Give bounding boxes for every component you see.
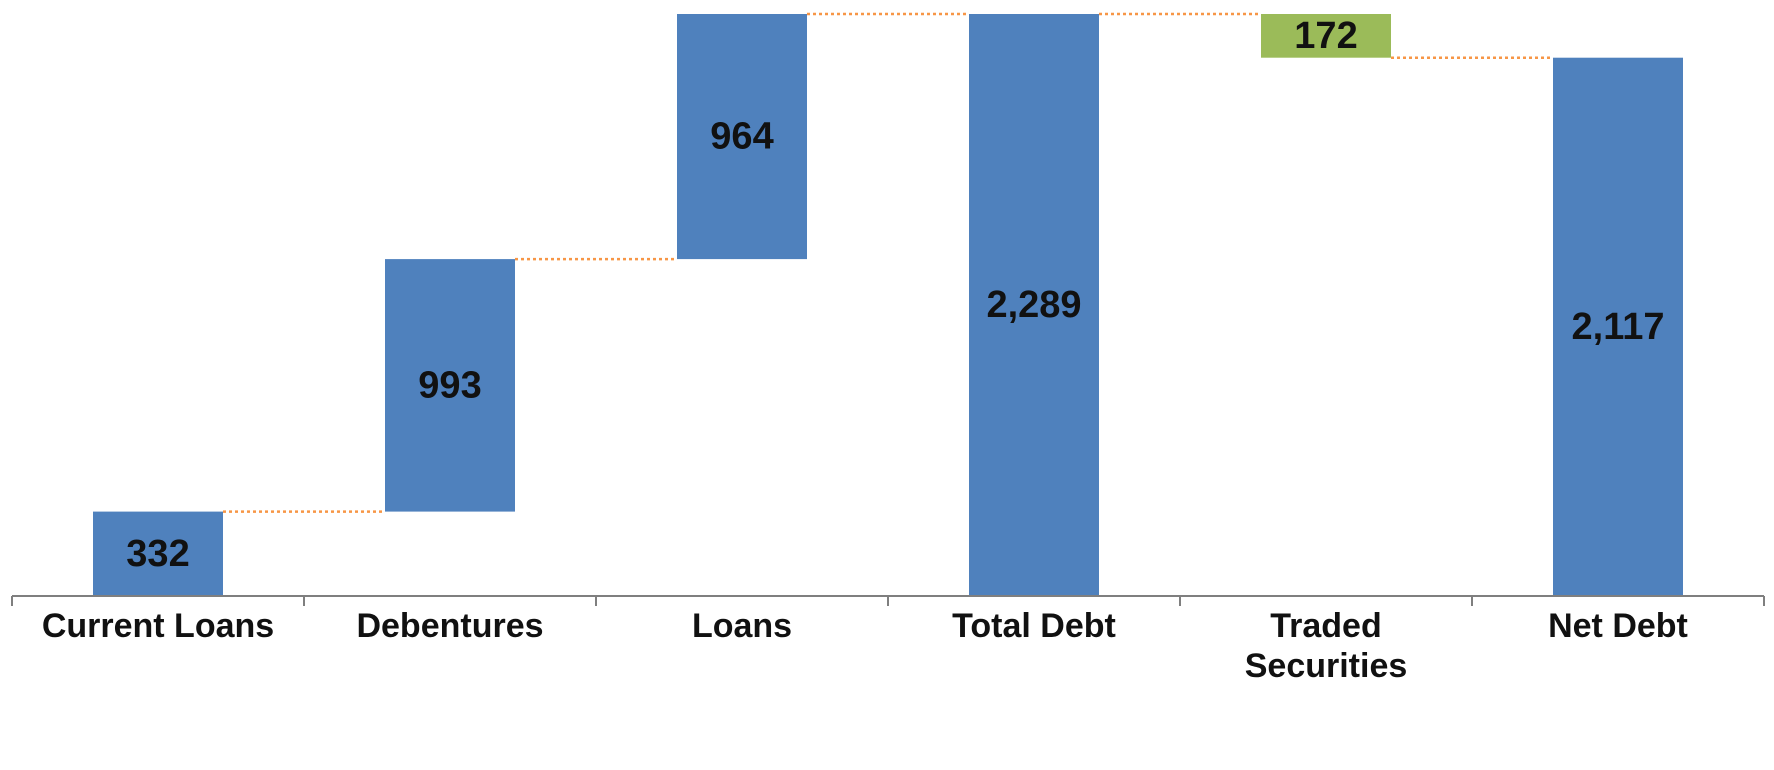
x-tick-label-loans: Loans [692,607,792,645]
x-tick-label-debentures: Debentures [356,607,543,645]
connector-lines [223,12,1553,513]
bar-value-label-total-debt: 2,289 [986,284,1081,326]
bar-total-debt [969,14,1099,596]
bar-value-labels: 332 993 964 2,289 172 2,117 [126,15,1664,575]
bar-value-label-current-loans: 332 [126,533,189,575]
x-tick-label-traded-securities: Traded Securities [1245,607,1408,685]
bars [93,14,1683,596]
x-tick-label-net-debt: Net Debt [1548,607,1688,645]
bar-debentures [385,259,515,512]
bar-traded-securities [1261,14,1391,58]
bar-value-label-net-debt: 2,117 [1572,306,1665,348]
bar-value-label-loans: 964 [710,116,773,158]
x-tick-labels: Current Loans Debentures Loans Total Debt Tr… [42,607,1688,685]
bar-net-debt [1553,57,1683,596]
x-axis [11,595,1765,606]
bar-current-loans [93,511,223,596]
bar-value-label-debentures: 993 [418,364,481,406]
x-tick-label-current-loans: Current Loans [42,607,274,645]
x-tick-label-total-debt: Total Debt [952,607,1116,645]
bar-loans [677,14,807,260]
bar-value-label-traded-securities: 172 [1294,15,1357,57]
